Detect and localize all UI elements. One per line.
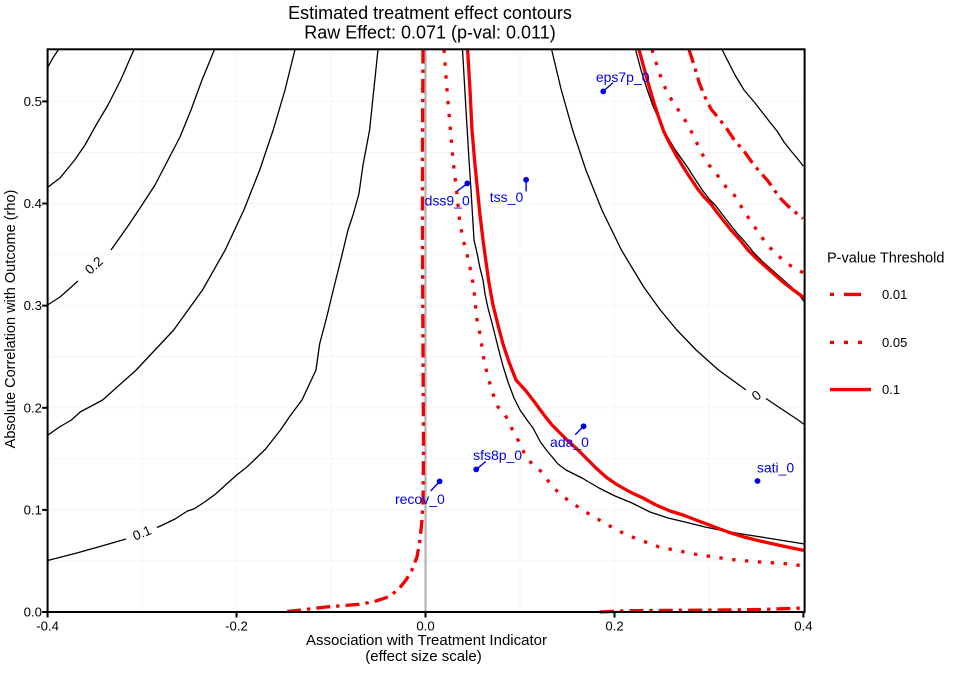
svg-text:recov_0: recov_0 xyxy=(395,491,445,507)
svg-text:Association with Treatment Ind: Association with Treatment Indicator xyxy=(306,632,547,649)
svg-text:Raw Effect: 0.071 (p-val: 0.01: Raw Effect: 0.071 (p-val: 0.011) xyxy=(304,23,555,43)
svg-text:0.5: 0.5 xyxy=(24,94,42,109)
svg-text:tss_0: tss_0 xyxy=(490,189,524,205)
svg-text:dss9_0: dss9_0 xyxy=(425,192,470,208)
svg-text:sfs8p_0: sfs8p_0 xyxy=(473,447,522,463)
svg-text:0.0: 0.0 xyxy=(416,619,434,634)
svg-text:eps7p_0: eps7p_0 xyxy=(596,69,650,85)
svg-text:0.4: 0.4 xyxy=(794,619,812,634)
svg-text:0.1: 0.1 xyxy=(24,503,42,518)
svg-text:0.4: 0.4 xyxy=(24,196,42,211)
svg-text:0.3: 0.3 xyxy=(24,298,42,313)
svg-text:0.05: 0.05 xyxy=(882,335,907,350)
svg-text:sati_0: sati_0 xyxy=(757,459,795,475)
svg-text:-0.4: -0.4 xyxy=(36,619,59,634)
svg-text:Absolute Correlation with Outc: Absolute Correlation with Outcome (rho) xyxy=(3,190,19,449)
svg-text:-0.2: -0.2 xyxy=(225,619,248,634)
svg-text:0.2: 0.2 xyxy=(24,400,42,415)
svg-text:0.1: 0.1 xyxy=(130,523,153,544)
svg-text:0.0: 0.0 xyxy=(24,605,42,620)
svg-text:(effect size scale): (effect size scale) xyxy=(365,648,481,665)
svg-text:P-value Threshold: P-value Threshold xyxy=(827,251,944,267)
svg-text:ada_0: ada_0 xyxy=(550,434,589,450)
svg-text:0.2: 0.2 xyxy=(605,619,623,634)
svg-text:0.1: 0.1 xyxy=(882,382,900,397)
svg-text:Estimated treatment effect con: Estimated treatment effect contours xyxy=(288,3,572,23)
svg-text:0.01: 0.01 xyxy=(882,287,907,302)
